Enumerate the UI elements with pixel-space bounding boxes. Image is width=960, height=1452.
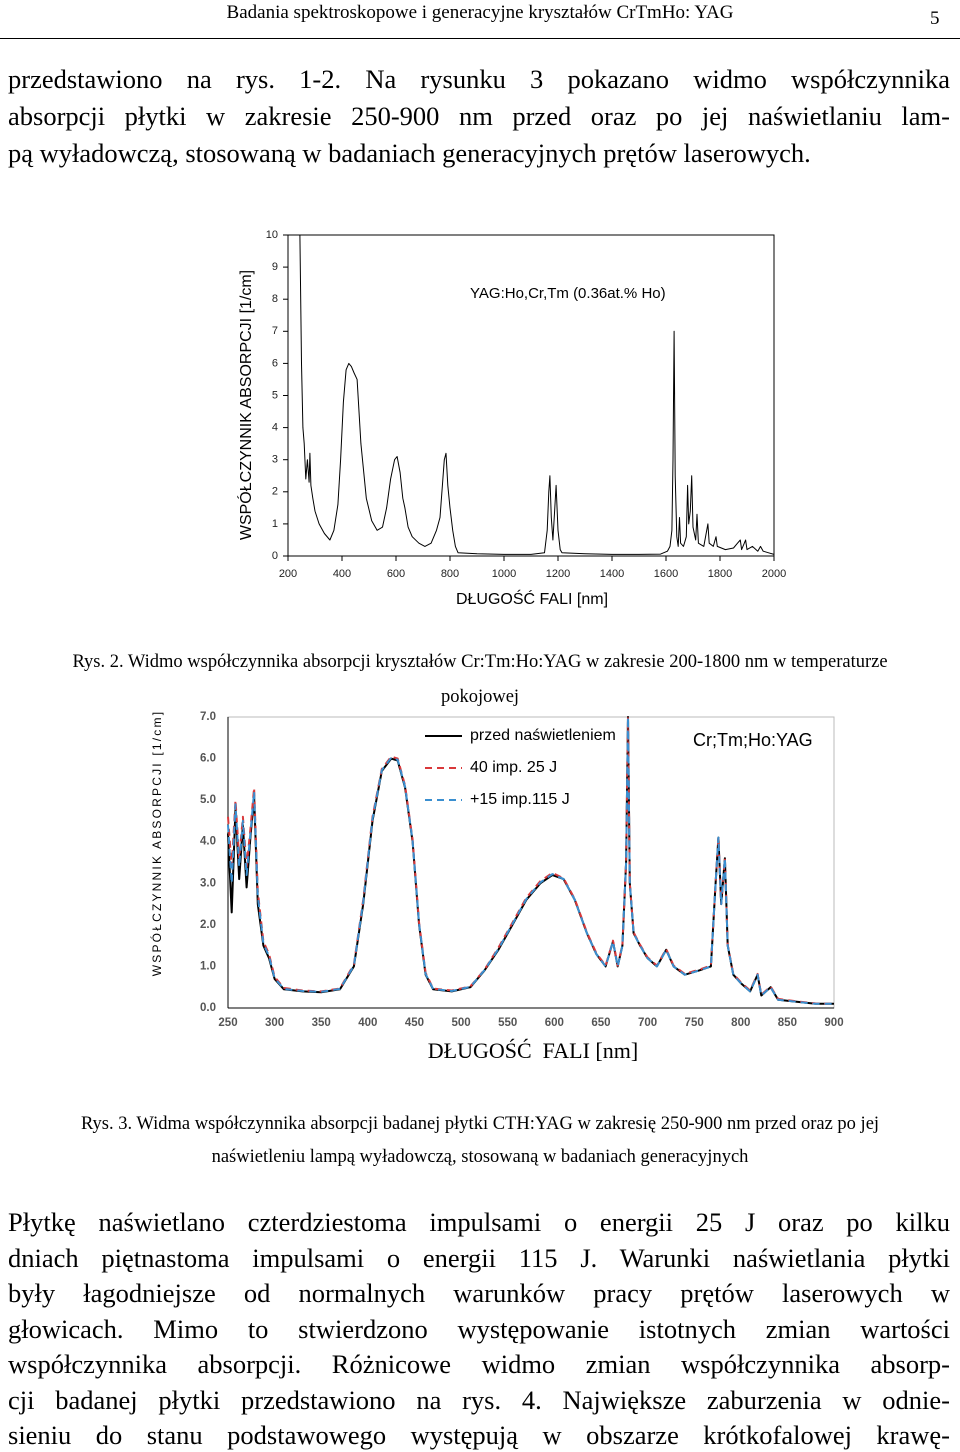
x-tick-label: 750 — [685, 1017, 704, 1029]
legend-label: 40 imp. 25 J — [470, 759, 557, 776]
data-line — [288, 234, 775, 555]
y-tick-label: 1.0 — [200, 960, 216, 972]
legend-label: +15 imp.115 J — [470, 791, 570, 808]
legend-label: przed naświetleniem — [470, 727, 616, 744]
figure-caption: Rys. 3. Widma współczynnika absorpcji ba… — [80, 1114, 880, 1134]
y-tick-label: 6.0 — [200, 753, 216, 765]
text-line: Płytkę naświetlano czterdziestoma impuls… — [8, 1207, 950, 1237]
header-rule — [0, 38, 960, 39]
y-tick-label: 3.0 — [200, 877, 216, 889]
x-tick-label: 450 — [405, 1017, 424, 1029]
text-line: cji badanej płytki przedstawiono na rys.… — [8, 1384, 950, 1415]
y-tick-label: 4 — [272, 422, 278, 434]
y-tick-label: 6 — [272, 357, 278, 369]
x-tick-label: 1400 — [600, 568, 624, 580]
figure-caption: naświetleniu lampą wyładowczą, stosowaną… — [211, 1147, 749, 1167]
y-tick-label: 5 — [272, 389, 278, 401]
x-tick-label: 850 — [778, 1017, 797, 1029]
y-tick-label: 9 — [272, 261, 278, 273]
text-line: głowicach. Mimo to stwierdzono występowa… — [8, 1313, 950, 1344]
x-tick-label: 650 — [591, 1017, 610, 1029]
figure-caption: pokojowej — [440, 687, 520, 707]
y-tick-label: 7 — [272, 325, 278, 337]
text-line: były łagodniejsze od normalnych warunków… — [8, 1278, 950, 1308]
text-line: współczynnika absorpcji. Różnicowe widmo… — [8, 1349, 950, 1379]
x-tick-label: 1800 — [708, 568, 732, 580]
x-tick-label: 800 — [441, 568, 459, 580]
y-tick-label: 2 — [272, 486, 278, 498]
x-tick-label: 1200 — [546, 568, 570, 580]
x-tick-label: 550 — [498, 1017, 517, 1029]
x-tick-label: 1600 — [654, 568, 678, 580]
x-tick-label: 800 — [731, 1017, 750, 1029]
text-line: pą wyładowczą, stosowaną w badaniach gen… — [8, 138, 811, 168]
x-tick-label: 500 — [451, 1017, 470, 1029]
y-axis-label: WSPÓŁCZYNNIK ABSORPCJI [1/cm] — [149, 710, 164, 977]
x-tick-label: 900 — [824, 1017, 843, 1029]
x-tick-label: 350 — [312, 1017, 331, 1029]
x-tick-label: 600 — [387, 568, 405, 580]
text-line: przedstawiono na rys. 1-2. Na rysunku 3 … — [8, 64, 950, 94]
y-tick-label: 0.0 — [200, 1002, 216, 1014]
x-tick-label: 600 — [545, 1017, 564, 1029]
figure-caption: Rys. 2. Widmo współczynnika absorpcji kr… — [72, 652, 888, 672]
y-tick-label: 4.0 — [200, 836, 216, 848]
x-tick-label: 300 — [265, 1017, 284, 1029]
x-tick-label: 700 — [638, 1017, 657, 1029]
x-tick-label: 2000 — [762, 568, 786, 580]
x-tick-label: 1000 — [492, 568, 516, 580]
x-axis-label: DŁUGOŚĆ FALI [nm] — [456, 589, 608, 608]
y-tick-label: 7.0 — [200, 711, 216, 723]
page-number: 5 — [930, 8, 940, 29]
y-tick-label: 8 — [272, 293, 278, 305]
x-tick-label: 400 — [333, 568, 351, 580]
x-tick-label: 400 — [358, 1017, 377, 1029]
y-tick-label: 0 — [272, 550, 278, 562]
x-tick-label: 250 — [218, 1017, 237, 1029]
text-line: sieniu do stanu podstawowego występują w… — [8, 1420, 950, 1450]
annotation: YAG:Ho,Cr,Tm (0.36at.% Ho) — [470, 285, 666, 302]
annotation: Cr;Tm;Ho:YAG — [693, 730, 813, 750]
x-tick-label: 200 — [279, 568, 297, 580]
y-tick-label: 10 — [266, 229, 278, 241]
running-header: Badania spektroskopowe i generacyjne kry… — [226, 2, 734, 23]
y-axis-label: WSPÓŁCZYNNIK ABSORPCJI [1/cm] — [236, 270, 255, 540]
y-tick-label: 2.0 — [200, 919, 216, 931]
plot-frame — [287, 234, 775, 557]
x-axis-label: DŁUGOŚĆ FALI [nm] — [428, 1038, 638, 1063]
y-tick-label: 3 — [272, 454, 278, 466]
y-tick-label: 1 — [272, 518, 278, 530]
data-line — [227, 716, 834, 1005]
y-tick-label: 5.0 — [200, 794, 216, 806]
text-line: absorpcji płytki w zakresie 250-900 nm p… — [8, 101, 950, 131]
text-line: dniach piętnastoma impulsami o energii 1… — [8, 1242, 950, 1273]
